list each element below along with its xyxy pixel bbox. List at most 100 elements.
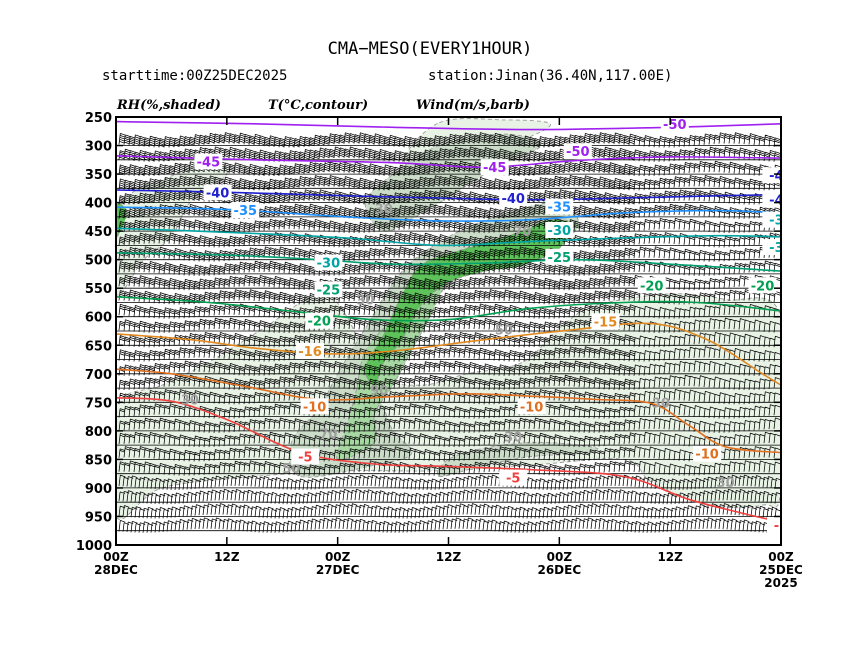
- axis-layer: 250 300 350 400 450 500 550 600 650 700 750 800 850 9…: [76, 111, 803, 590]
- y-tick-label: 350: [85, 168, 112, 183]
- wind-barb-layer: [116, 132, 781, 533]
- y-tick-label: 500: [85, 254, 112, 269]
- contour-label-layer: 30 30 30 30 30 30 50 50 70 70 90 -50 -50 -45 -45 -40 -40…: [181, 117, 788, 534]
- temperature-label: -40: [501, 192, 525, 207]
- temperature-contour-15: [116, 322, 781, 386]
- y-tick-label: 1000: [76, 539, 112, 554]
- x-tick-label: 00Z: [547, 550, 573, 564]
- rh-label-30: 30: [652, 396, 670, 411]
- rh-label-30: 30: [375, 202, 393, 217]
- temperature-label: -16: [298, 345, 322, 360]
- temperature-label: -25: [548, 251, 572, 266]
- x-tick-label: 28DEC: [94, 563, 138, 577]
- temperature-label-bg: [291, 448, 320, 465]
- temperature-label-bg: [767, 517, 781, 533]
- temperature-label: -3: [769, 241, 783, 256]
- y-tick-label: 850: [85, 453, 112, 468]
- temperature-label-bg: [563, 143, 592, 160]
- x-tick-label: 00Z: [768, 550, 794, 564]
- wind-barb-label: Wind(m/s,barb): [416, 98, 530, 113]
- rh-shading-label: RH(%,shaded): [116, 98, 221, 113]
- temperature-label: -5: [506, 472, 520, 487]
- x-tick-label: 12Z: [214, 550, 240, 564]
- temperature-label: -20: [751, 279, 775, 294]
- rh-region-50: [436, 441, 599, 477]
- temperature-label-bg: [499, 469, 528, 486]
- temperature-label-bg: [693, 445, 722, 462]
- temperature-label: -10: [303, 400, 327, 415]
- y-tick-label: 750: [85, 396, 112, 411]
- temperature-label-bg: [480, 159, 509, 176]
- temperature-label-bg: [517, 398, 546, 415]
- temperature-label-bg: [194, 153, 223, 170]
- temperature-label: -20: [307, 315, 331, 330]
- temperature-label: -35: [548, 201, 572, 216]
- temperature-label: -10: [695, 448, 719, 463]
- temperature-label: -3: [769, 214, 783, 229]
- temperature-label: -5: [298, 451, 312, 466]
- rh-label-70: 70: [513, 225, 531, 240]
- y-tick-label: 600: [85, 311, 112, 326]
- temperature-label-bg: [748, 277, 777, 294]
- x-tick-label: 12Z: [436, 550, 462, 564]
- temperature-label-bg: [314, 254, 343, 271]
- temperature-label: -35: [234, 204, 258, 219]
- y-tick-label: 300: [85, 140, 112, 155]
- x-tick-label: 2025: [764, 576, 797, 590]
- x-tick-label: 26DEC: [537, 563, 581, 577]
- rh-label-50: 50: [495, 323, 513, 338]
- plot-area: 30 30 30 30 30 30 50 50 70 70 90 -50 -50 -45 -45 -40 -40…: [116, 117, 788, 545]
- y-tick-label: 650: [85, 339, 112, 354]
- y-tick-label: 450: [85, 225, 112, 240]
- x-tick-label: 00Z: [103, 550, 129, 564]
- temperature-label-bg: [305, 312, 334, 329]
- temperature-label: -30: [317, 257, 341, 272]
- temperature-contour-30: [116, 227, 781, 247]
- temperature-contour-25: [116, 252, 781, 272]
- y-tick-label: 800: [85, 425, 112, 440]
- temperature-label: -20: [640, 279, 664, 294]
- temperature-contour-35: [116, 206, 781, 222]
- temperature-label: -45: [483, 161, 507, 176]
- temperature-label-bg: [545, 248, 574, 265]
- temperature-label: -50: [566, 145, 590, 160]
- temperature-label-bg: [762, 211, 781, 228]
- rh-label-30: 30: [356, 294, 374, 309]
- temperature-label-bg: [203, 184, 232, 201]
- temperature-label-bg: [314, 281, 343, 298]
- temperature-label-bg: [637, 277, 666, 294]
- y-tick-label: 550: [85, 282, 112, 297]
- x-tick-label: 27DEC: [316, 563, 360, 577]
- temperature-label: -50: [663, 118, 687, 133]
- rh-label-30: 30: [717, 476, 735, 491]
- temperature-label-bg: [762, 167, 781, 184]
- temperature-contour-label: T(°C,contour): [268, 98, 368, 113]
- temperature-label-bg: [660, 117, 689, 132]
- temperature-contour-10: [116, 368, 781, 454]
- temperature-label: -5: [774, 519, 788, 534]
- temperature-label-bg: [296, 343, 324, 359]
- temperature-label-bg: [762, 191, 781, 208]
- station-label: station:Jinan(36.40N,117.00E): [428, 68, 672, 84]
- temperature-label-bg: [545, 222, 574, 238]
- rh-label-50: 50: [282, 462, 300, 477]
- rh-label-30: 30: [181, 394, 199, 409]
- rh-label-90: 90: [370, 384, 388, 399]
- chart-title: CMA−MESO(EVERY1HOUR): [328, 39, 533, 59]
- temperature-contour-5: [116, 397, 781, 523]
- temperature-label-bg: [499, 190, 528, 206]
- x-tick-label: 00Z: [325, 550, 351, 564]
- temperature-label: -4: [769, 169, 783, 184]
- temperature-label: -4: [769, 194, 783, 209]
- y-tick-label: 900: [85, 482, 112, 497]
- temperature-label-bg: [231, 202, 260, 218]
- temperature-label: -25: [317, 283, 341, 298]
- temperature-label: -15: [594, 315, 618, 330]
- temperature-label-bg: [762, 239, 781, 256]
- temperature-label: -10: [520, 400, 544, 415]
- rh-label-70: 70: [319, 428, 337, 443]
- y-tick-label: 400: [85, 197, 112, 212]
- temperature-label-bg: [545, 198, 574, 215]
- y-tick-label: 700: [85, 368, 112, 383]
- starttime-label: starttime:00Z25DEC2025: [102, 68, 287, 84]
